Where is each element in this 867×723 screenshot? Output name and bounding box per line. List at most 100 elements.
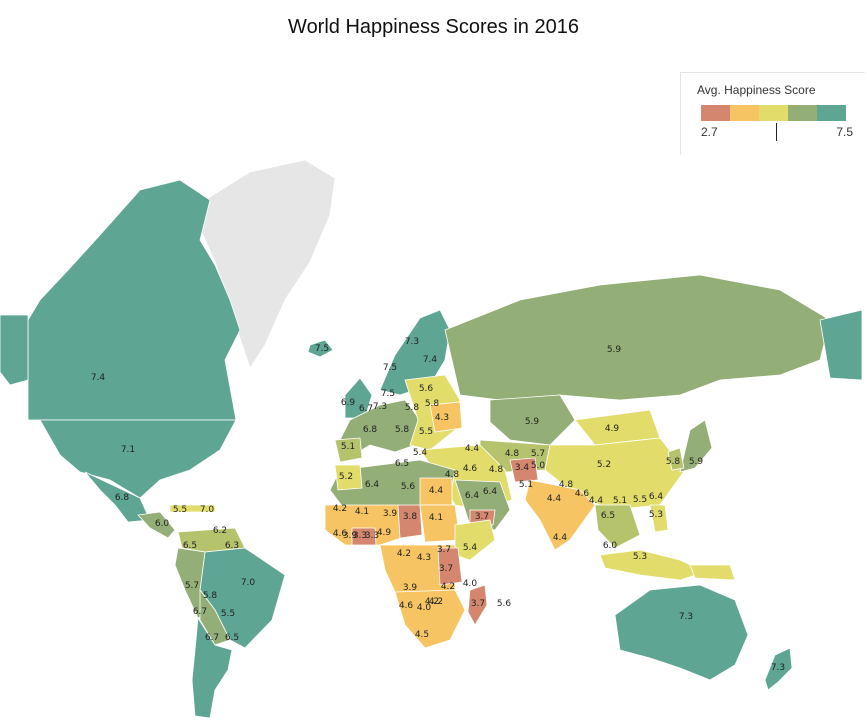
score-label-madagascar: 3.7 bbox=[471, 599, 485, 609]
legend-swatch-5 bbox=[817, 105, 846, 121]
score-label-canada: 7.4 bbox=[91, 373, 106, 383]
iberia-shape[interactable] bbox=[334, 437, 363, 463]
score-label-guinea: 3.9 bbox=[343, 531, 358, 541]
horn-shape[interactable] bbox=[454, 519, 496, 561]
score-label-south-korea: 5.8 bbox=[666, 457, 681, 467]
score-label-philippines: 5.3 bbox=[649, 510, 663, 520]
new-zealand-shape[interactable] bbox=[764, 647, 793, 691]
afghanistan-shape[interactable] bbox=[509, 457, 539, 483]
score-label-lebanon: 4.6 bbox=[463, 464, 478, 474]
score-label-india: 4.4 bbox=[547, 494, 562, 504]
score-label-myanmar: 4.4 bbox=[589, 496, 604, 506]
legend-title: Avg. Happiness Score bbox=[697, 83, 816, 97]
new-guinea-shape[interactable] bbox=[689, 564, 736, 581]
score-label-czechia: 5.8 bbox=[425, 399, 440, 409]
legend-swatch-1 bbox=[701, 105, 730, 121]
madagascar-shape[interactable] bbox=[467, 584, 488, 626]
score-label-chile: 6.7 bbox=[205, 633, 219, 643]
country-shapes[interactable] bbox=[0, 159, 863, 719]
score-label-botswana: 4.0 bbox=[417, 603, 432, 613]
score-label-yemen: 3.7 bbox=[475, 512, 489, 522]
score-label-nigeria: 4.9 bbox=[377, 528, 392, 538]
score-label-pakistan: 5.1 bbox=[519, 480, 533, 490]
caribbean-shape[interactable] bbox=[169, 504, 216, 513]
legend-marker bbox=[776, 123, 777, 141]
australia-shape[interactable] bbox=[614, 584, 749, 681]
russia-shape[interactable] bbox=[444, 274, 831, 401]
indonesia-shape[interactable] bbox=[599, 549, 707, 581]
score-label-bangladesh: 4.6 bbox=[575, 489, 590, 499]
score-label-iceland: 7.5 bbox=[315, 344, 329, 354]
score-label-togo: 3.3 bbox=[365, 531, 379, 541]
score-label-uzbekistan: 5.0 bbox=[531, 461, 546, 471]
score-label-morocco: 5.2 bbox=[339, 472, 353, 482]
score-label-serbia: 5.5 bbox=[419, 427, 433, 437]
usa-shape[interactable] bbox=[39, 419, 237, 499]
score-label-libya: 5.6 bbox=[401, 482, 416, 492]
score-label-suriname: 6.3 bbox=[225, 541, 239, 551]
philippines-shape[interactable] bbox=[649, 504, 669, 533]
score-label-syria: 4.8 bbox=[445, 470, 460, 480]
score-label-saudi-arabia: 6.4 bbox=[465, 491, 480, 501]
score-label-guatemala: 5.5 bbox=[173, 505, 187, 515]
score-label-ireland: 6.9 bbox=[341, 398, 356, 408]
score-label-kazakhstan: 5.9 bbox=[525, 417, 540, 427]
score-label-rwanda: 3.7 bbox=[437, 545, 451, 555]
central-america-shape[interactable] bbox=[137, 511, 176, 539]
sudan-shape[interactable] bbox=[419, 504, 461, 543]
score-label-gabon: 4.2 bbox=[397, 549, 411, 559]
legend-max-label: 7.5 bbox=[836, 125, 853, 139]
score-label-niger: 3.9 bbox=[383, 509, 398, 519]
morocco-shape[interactable] bbox=[334, 464, 363, 491]
score-label-tanzania: 3.7 bbox=[439, 564, 453, 574]
alaska-shape[interactable] bbox=[0, 314, 29, 386]
score-label-malaysia: 6.0 bbox=[603, 541, 618, 551]
ghana-shape[interactable] bbox=[351, 527, 377, 546]
score-label-vietnam: 5.1 bbox=[613, 496, 627, 506]
legend-swatch-3 bbox=[759, 105, 788, 121]
score-label-angola: 3.9 bbox=[403, 583, 418, 593]
score-label-hong-kong: 5.5 bbox=[633, 495, 647, 505]
score-label-zimbabwe: 4.2 bbox=[425, 597, 439, 607]
score-label-austria: 5.8 bbox=[395, 425, 410, 435]
score-label-mongolia: 4.9 bbox=[605, 424, 620, 434]
score-label-peru: 6.7 bbox=[193, 607, 207, 617]
korea-shape[interactable] bbox=[667, 447, 685, 471]
score-label-norway: 7.3 bbox=[405, 337, 419, 347]
far-east-shape[interactable] bbox=[819, 309, 863, 381]
score-label-greece: 5.4 bbox=[413, 448, 428, 458]
score-label-south-africa: 4.5 bbox=[415, 630, 429, 640]
mexico-shape[interactable] bbox=[84, 471, 151, 523]
score-label-iraq: 4.8 bbox=[489, 465, 504, 475]
uk-shape[interactable] bbox=[344, 377, 373, 419]
score-label-indonesia: 5.3 bbox=[633, 552, 647, 562]
score-label-taiwan: 6.4 bbox=[649, 492, 664, 502]
iceland-shape[interactable] bbox=[307, 339, 334, 358]
india-shape[interactable] bbox=[524, 479, 596, 551]
chad-shape[interactable] bbox=[397, 504, 423, 539]
score-label-poland: 5.8 bbox=[405, 403, 420, 413]
arabia-shape[interactable] bbox=[454, 479, 511, 531]
score-label-mauritius: 5.6 bbox=[497, 599, 512, 609]
score-label-algeria: 6.4 bbox=[365, 480, 380, 490]
score-label-turkmenistan: 5.7 bbox=[531, 449, 545, 459]
southern-africa-shape[interactable] bbox=[394, 589, 466, 649]
score-labels: 7.4 7.1 6.8 5.5 7.0 6.2 6.0 6.5 6.3 7.0 5.7 5.8 6.7 5… bbox=[91, 337, 785, 673]
southern-cone-shape[interactable] bbox=[191, 616, 233, 719]
color-legend[interactable]: Avg. Happiness Score 2.7 7.5 bbox=[680, 72, 865, 155]
score-label-mexico: 6.8 bbox=[115, 493, 130, 503]
score-label-uk: 6.7 bbox=[359, 404, 373, 414]
score-label-congo-dr: 4.3 bbox=[417, 553, 431, 563]
score-label-sudan: 4.1 bbox=[429, 513, 443, 523]
score-label-iran: 4.8 bbox=[505, 449, 520, 459]
score-label-namibia: 4.6 bbox=[399, 601, 414, 611]
se-asia-shape[interactable] bbox=[594, 504, 641, 549]
legend-swatch-4 bbox=[788, 105, 817, 121]
bolivia-shape[interactable] bbox=[199, 588, 231, 646]
score-label-bolivia: 5.8 bbox=[203, 591, 218, 601]
score-label-sri-lanka: 4.4 bbox=[553, 533, 568, 543]
ukraine-shape[interactable] bbox=[429, 401, 463, 433]
score-label-netherlands: 7.3 bbox=[373, 402, 387, 412]
tanzania-shape[interactable] bbox=[437, 547, 463, 586]
